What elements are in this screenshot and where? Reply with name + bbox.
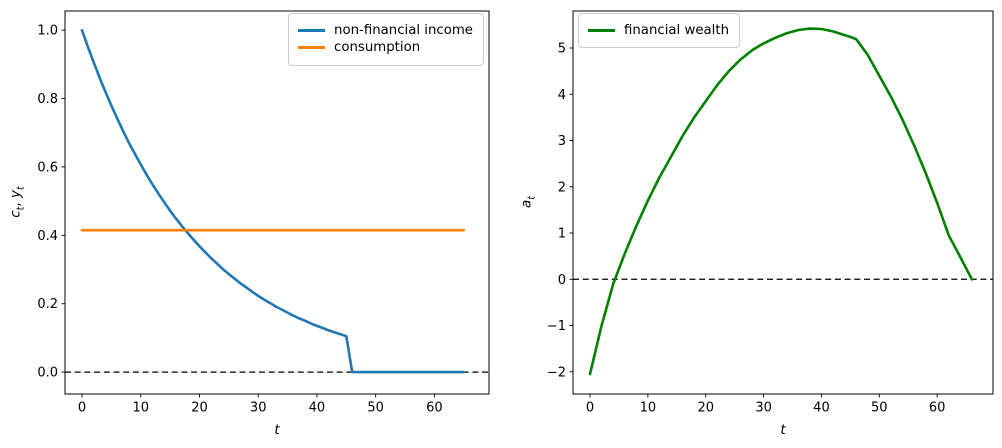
y-tick-label: 0.2 — [37, 297, 58, 312]
right-plot-svg: 0 10 20 30 40 50 60 −2 −1 0 1 2 3 4 5 — [547, 10, 994, 416]
legend-line-sample — [298, 46, 326, 50]
x-tick-label: 60 — [426, 401, 443, 416]
y-tick-label: 5 — [558, 42, 566, 57]
x-tick-label: 20 — [697, 401, 714, 416]
x-tick-label: 50 — [871, 401, 888, 416]
x-tick-label: 60 — [929, 401, 946, 416]
series-line-financial-wealth — [588, 27, 974, 376]
y-tick-label: 0.8 — [37, 92, 58, 107]
legend-line-sample — [298, 29, 326, 33]
y-tick-label: 0 — [558, 273, 566, 288]
legend-line-sample — [588, 29, 615, 33]
y-tick-label: −2 — [547, 365, 566, 380]
y-tick-label: 0.0 — [37, 366, 58, 381]
right-x-axis-label: t — [780, 422, 786, 438]
left-legend: non-financial income consumption — [288, 13, 484, 66]
x-tick-label: 0 — [78, 401, 86, 416]
y-tick-label: 1.0 — [37, 24, 58, 39]
plot-box — [572, 10, 994, 395]
right-legend: financial wealth — [578, 13, 740, 49]
x-tick-label: 30 — [250, 401, 267, 416]
x-tick-label: 40 — [813, 401, 830, 416]
legend-label: non-financial income — [334, 23, 473, 38]
x-tick-label: 30 — [755, 401, 772, 416]
y-tick-label: −1 — [547, 319, 566, 334]
x-tick-label: 10 — [132, 401, 149, 416]
y-tick-label: 1 — [558, 227, 566, 242]
y-tick-label: 0.6 — [37, 160, 58, 175]
legend-entry: non-financial income — [298, 24, 473, 37]
x-tick-label: 0 — [586, 401, 594, 416]
y-tick-label: 2 — [558, 180, 566, 195]
legend-label: financial wealth — [624, 23, 729, 38]
x-tick-label: 10 — [640, 401, 657, 416]
y-tick-label: 4 — [558, 88, 566, 103]
y-tick-label: 3 — [558, 134, 566, 149]
legend-label: consumption — [334, 40, 421, 56]
right-y-axis-label: at — [518, 195, 538, 209]
legend-entry: financial wealth — [588, 24, 729, 37]
series-line-non-financial-income — [80, 28, 466, 374]
left-plot-svg: 0 10 20 30 40 50 60 0.0 0.2 0.4 0.6 0.8 1.0 — [37, 10, 490, 416]
x-tick-label: 40 — [309, 401, 326, 416]
y-tick-label: 0.4 — [37, 229, 58, 244]
x-tick-label: 20 — [191, 401, 208, 416]
left-y-axis-label: ct, yt — [7, 186, 27, 218]
plot-box — [64, 10, 490, 395]
x-tick-label: 50 — [367, 401, 384, 416]
legend-entry: consumption — [298, 40, 473, 56]
left-x-axis-label: t — [274, 422, 280, 438]
